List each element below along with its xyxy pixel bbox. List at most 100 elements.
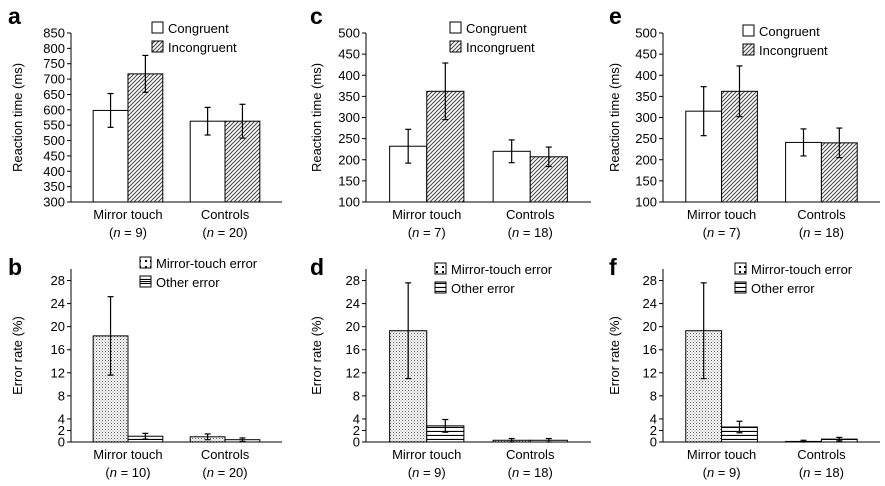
category-label: Controls <box>201 207 250 222</box>
legend-swatch <box>151 21 164 34</box>
y-tick-label: 0 <box>353 435 360 450</box>
y-tick-label: 100 <box>338 195 360 210</box>
y-axis-label: Error rate (%) <box>309 316 324 395</box>
category-label: Controls <box>506 207 555 222</box>
y-tick-label: 450 <box>635 47 657 62</box>
y-tick-label: 20 <box>51 319 65 334</box>
legend-label: Incongruent <box>466 40 535 55</box>
y-tick-label: 8 <box>58 388 65 403</box>
y-tick-label: 200 <box>338 152 360 167</box>
y-tick-label: 28 <box>346 273 360 288</box>
sample-size-label: (n = 20) <box>202 465 247 480</box>
bar-incongruent-mirror-touch <box>127 73 164 203</box>
y-tick-label: 800 <box>43 41 65 56</box>
sample-size-label: (n = 7) <box>408 225 446 240</box>
legend-label: Mirror-touch error <box>751 262 853 277</box>
y-tick-label: 28 <box>643 273 657 288</box>
y-tick-label: 24 <box>51 296 65 311</box>
y-tick-label: 700 <box>43 72 65 87</box>
sample-size-label: (n = 18) <box>799 225 844 240</box>
y-tick-label: 450 <box>43 148 65 163</box>
y-axis-label: Reaction time (ms) <box>309 63 324 172</box>
y-tick-label: 200 <box>635 152 657 167</box>
y-tick-label: 150 <box>635 173 657 188</box>
y-tick-label: 500 <box>635 26 657 41</box>
y-tick-label: 350 <box>43 179 65 194</box>
legend: Mirror-touch error Other error <box>734 262 853 296</box>
y-axis-label: Reaction time (ms) <box>10 63 25 172</box>
legend: Congruent Incongruent <box>449 21 535 55</box>
y-tick-label: 150 <box>338 173 360 188</box>
legend-label: Mirror-touch error <box>451 262 553 277</box>
panel-e: e 100 150 200 250 300 350 400 450 500 Reaction tim… <box>607 3 880 240</box>
y-tick-label: 4 <box>353 411 360 426</box>
y-tick-label: 300 <box>338 110 360 125</box>
y-tick-label: 28 <box>51 273 65 288</box>
y-tick-label: 12 <box>51 365 65 380</box>
y-tick-label: 24 <box>643 296 657 311</box>
y-tick-label: 300 <box>43 195 65 210</box>
y-tick-label: 100 <box>635 195 657 210</box>
legend: Congruent Incongruent <box>742 24 828 58</box>
panel-letter: f <box>609 254 617 280</box>
sample-size-label: (n = 9) <box>408 465 446 480</box>
y-tick-label: 750 <box>43 56 65 71</box>
legend-label: Other error <box>451 281 515 296</box>
legend-swatch <box>434 262 447 275</box>
category-label: Controls <box>797 207 846 222</box>
legend-swatch <box>734 262 747 275</box>
legend-label: Congruent <box>466 21 527 36</box>
legend: Mirror-touch error Other error <box>139 256 258 290</box>
y-tick-label: 4 <box>58 411 65 426</box>
y-tick-label: 8 <box>650 388 657 403</box>
y-tick-label: 2 <box>650 423 657 438</box>
category-label: Controls <box>506 447 555 462</box>
panel-letter: c <box>310 3 323 29</box>
legend-swatch <box>742 43 755 56</box>
y-tick-label: 12 <box>346 365 360 380</box>
y-tick-label: 20 <box>346 319 360 334</box>
y-tick-label: 2 <box>58 423 65 438</box>
y-tick-label: 250 <box>338 131 360 146</box>
legend-label: Mirror-touch error <box>156 256 258 271</box>
category-label: Controls <box>201 447 250 462</box>
legend-swatch <box>449 40 462 53</box>
y-tick-label: 500 <box>338 26 360 41</box>
legend-label: Other error <box>156 275 220 290</box>
sample-size-label: (n = 18) <box>508 465 553 480</box>
sample-size-label: (n = 9) <box>703 465 741 480</box>
y-tick-label: 250 <box>635 131 657 146</box>
y-axis-label: Error rate (%) <box>607 316 622 395</box>
legend: Mirror-touch error Other error <box>434 262 553 296</box>
y-tick-label: 550 <box>43 118 65 133</box>
y-axis-label: Reaction time (ms) <box>607 63 622 172</box>
legend-label: Congruent <box>759 24 820 39</box>
legend-label: Incongruent <box>168 40 237 55</box>
y-tick-label: 0 <box>650 435 657 450</box>
legend-label: Other error <box>751 281 815 296</box>
panel-c: c 100 150 200 250 300 350 400 450 500 Reaction tim… <box>309 3 591 240</box>
y-tick-label: 850 <box>43 26 65 41</box>
sample-size-label: (n = 20) <box>202 225 247 240</box>
y-tick-label: 0 <box>58 435 65 450</box>
y-tick-label: 12 <box>643 365 657 380</box>
y-axis-label: Error rate (%) <box>10 316 25 395</box>
y-tick-label: 8 <box>353 388 360 403</box>
legend: Congruent Incongruent <box>151 21 237 55</box>
panel-letter: a <box>8 3 21 29</box>
y-tick-label: 650 <box>43 87 65 102</box>
panel-letter: d <box>310 254 324 280</box>
category-label: Mirror touch <box>392 207 461 222</box>
y-tick-label: 350 <box>338 89 360 104</box>
panel-letter: b <box>8 254 22 280</box>
y-tick-label: 24 <box>346 296 360 311</box>
sample-size-label: (n = 9) <box>109 225 147 240</box>
y-tick-label: 16 <box>346 342 360 357</box>
y-tick-label: 300 <box>635 110 657 125</box>
sample-size-label: (n = 18) <box>799 465 844 480</box>
